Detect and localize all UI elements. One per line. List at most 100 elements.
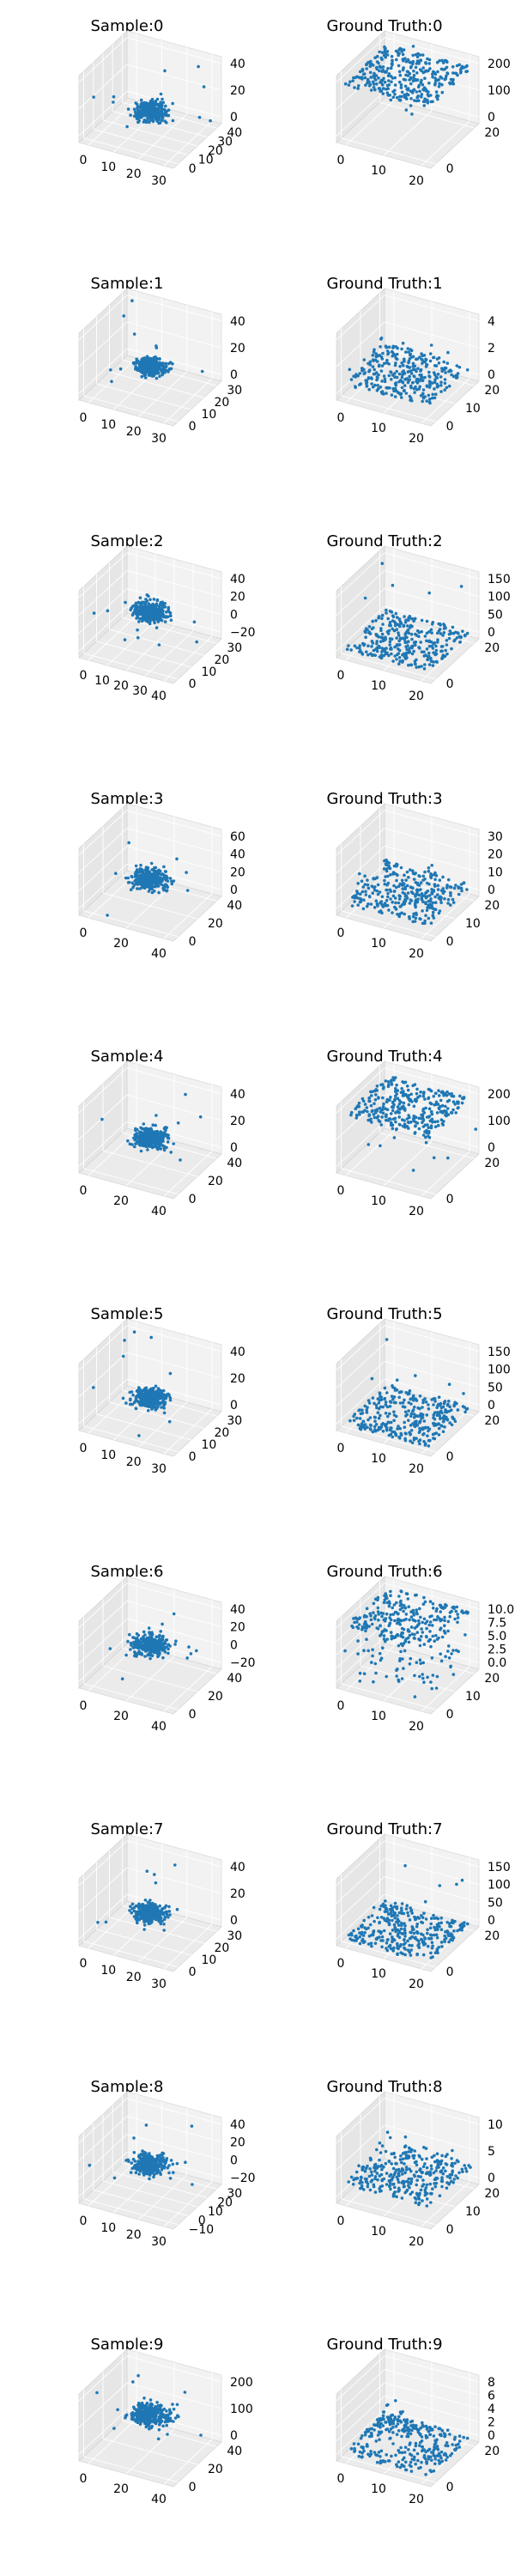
data-point bbox=[418, 379, 421, 383]
data-point bbox=[411, 45, 415, 48]
data-point bbox=[356, 1423, 360, 1427]
data-point bbox=[428, 902, 433, 907]
data-point bbox=[436, 638, 439, 641]
data-point bbox=[142, 106, 145, 109]
grid-line bbox=[138, 371, 187, 417]
data-point bbox=[426, 655, 430, 659]
data-point bbox=[426, 1434, 429, 1437]
grid-line bbox=[384, 1583, 480, 1610]
data-point bbox=[437, 1395, 441, 1399]
data-point bbox=[378, 363, 381, 367]
data-point bbox=[439, 1091, 444, 1094]
data-point bbox=[171, 118, 175, 123]
data-point bbox=[419, 58, 422, 62]
data-point bbox=[437, 1426, 441, 1431]
grid-line bbox=[336, 828, 385, 873]
data-point bbox=[142, 1396, 145, 1400]
data-point bbox=[151, 602, 154, 606]
data-point bbox=[148, 878, 153, 882]
data-point bbox=[379, 369, 384, 373]
data-point bbox=[159, 617, 163, 622]
data-point bbox=[423, 870, 427, 874]
y-tick-label: 10 bbox=[198, 153, 214, 167]
data-point bbox=[378, 69, 381, 73]
data-point bbox=[375, 65, 379, 70]
data-point bbox=[407, 350, 410, 354]
data-point bbox=[142, 614, 145, 617]
y-tick-label: 40 bbox=[227, 126, 242, 140]
data-point bbox=[168, 361, 173, 364]
data-point bbox=[422, 1643, 427, 1646]
data-point bbox=[406, 624, 409, 628]
data-point bbox=[139, 1642, 142, 1645]
data-point bbox=[444, 366, 448, 370]
data-point bbox=[431, 1634, 434, 1638]
data-point bbox=[412, 70, 415, 73]
data-point bbox=[153, 1646, 157, 1650]
data-point bbox=[151, 1390, 155, 1394]
data-point bbox=[387, 345, 391, 349]
data-point bbox=[198, 1115, 203, 1119]
data-point bbox=[368, 62, 373, 66]
grid-line bbox=[336, 37, 385, 83]
data-point bbox=[403, 1119, 406, 1122]
data-point bbox=[406, 1088, 410, 1092]
data-point bbox=[397, 648, 402, 653]
data-point bbox=[126, 1139, 130, 1143]
data-point bbox=[386, 874, 390, 878]
data-point bbox=[129, 1648, 132, 1651]
data-point bbox=[433, 1618, 436, 1622]
data-point bbox=[357, 1623, 361, 1626]
data-point bbox=[380, 650, 384, 653]
data-point bbox=[425, 69, 429, 73]
data-point bbox=[394, 1433, 398, 1437]
data-point bbox=[386, 1080, 391, 1084]
data-point bbox=[150, 368, 154, 372]
data-point bbox=[395, 1127, 398, 1131]
data-point bbox=[418, 355, 421, 359]
z-tick-label: 150 bbox=[488, 573, 511, 586]
data-point bbox=[409, 1424, 413, 1427]
grid-line bbox=[126, 348, 222, 375]
data-point bbox=[152, 112, 155, 116]
data-point bbox=[449, 894, 452, 897]
data-point bbox=[372, 1113, 376, 1116]
data-point bbox=[401, 1400, 405, 1405]
data-point bbox=[383, 1386, 387, 1390]
data-point bbox=[425, 639, 428, 643]
chart-title: Sample:1 bbox=[90, 275, 163, 293]
data-point bbox=[391, 1397, 395, 1401]
data-point bbox=[148, 111, 152, 114]
data-point bbox=[418, 374, 421, 377]
data-point bbox=[348, 368, 352, 372]
grid-line bbox=[122, 359, 217, 386]
data-point bbox=[373, 1098, 378, 1102]
x-tick-label: 30 bbox=[132, 684, 148, 698]
data-point bbox=[355, 890, 359, 893]
data-point bbox=[378, 353, 382, 357]
data-point bbox=[362, 1649, 366, 1652]
data-point bbox=[129, 888, 133, 891]
data-point bbox=[408, 902, 412, 905]
data-point bbox=[353, 900, 356, 903]
data-point bbox=[427, 663, 432, 666]
data-point bbox=[405, 1084, 409, 1088]
data-point bbox=[433, 1397, 436, 1400]
data-point bbox=[388, 1621, 392, 1625]
data-point bbox=[375, 641, 379, 646]
x-tick-label: 20 bbox=[126, 425, 142, 439]
data-point bbox=[441, 887, 445, 890]
data-point bbox=[388, 1098, 391, 1102]
data-point bbox=[388, 640, 392, 644]
data-point bbox=[360, 67, 365, 71]
data-point bbox=[154, 626, 159, 629]
data-point bbox=[379, 345, 382, 349]
data-point bbox=[384, 1079, 388, 1083]
data-point bbox=[135, 868, 139, 872]
data-point bbox=[381, 351, 385, 355]
data-point bbox=[401, 373, 404, 377]
data-point bbox=[403, 1619, 406, 1622]
data-point bbox=[420, 93, 424, 96]
data-point bbox=[379, 56, 383, 60]
